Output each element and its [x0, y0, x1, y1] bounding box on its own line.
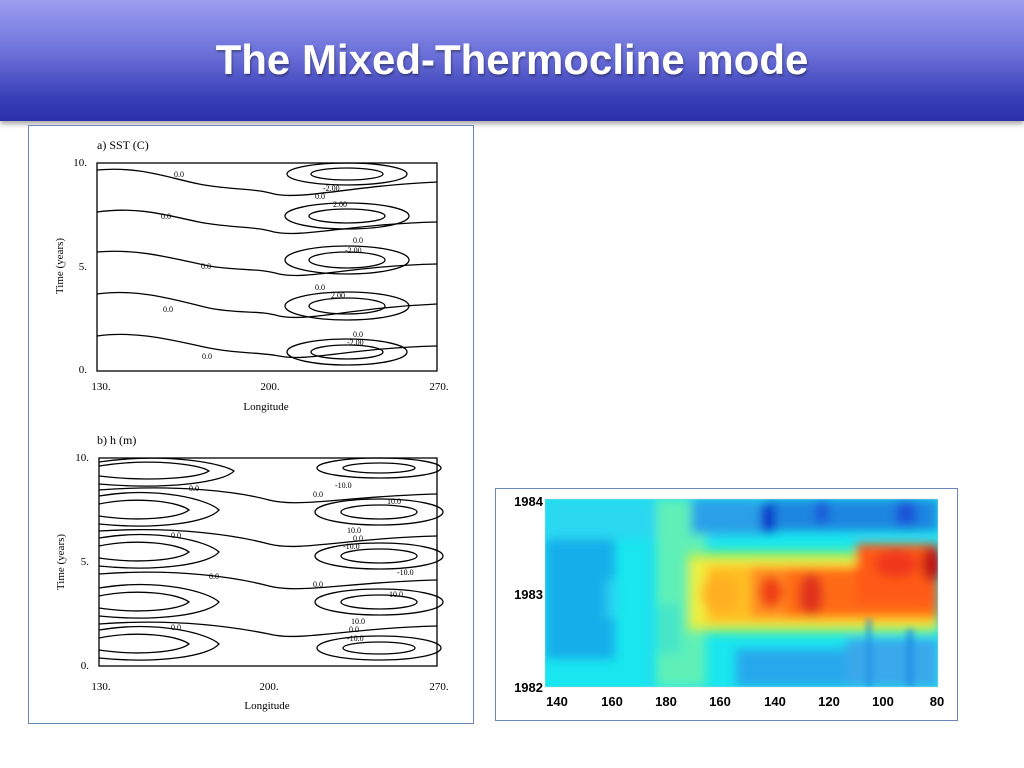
- contour-label: 2.00: [333, 200, 347, 209]
- plot-a-xtick-130: 130.: [91, 381, 111, 393]
- plot-b-ytick-0: 0.: [81, 660, 90, 672]
- contour-label: 0.0: [315, 283, 325, 292]
- contour-label: 0.0: [313, 490, 323, 499]
- slide-title: The Mixed-Thermocline mode: [215, 36, 809, 83]
- observed-xtick: 80: [930, 694, 944, 709]
- plot-b-xtick-130: 130.: [91, 681, 111, 693]
- contour-label: 0.0: [353, 330, 363, 339]
- plot-b-xlabel: Longitude: [244, 700, 289, 712]
- contour-label: 10.0: [347, 526, 361, 535]
- observed-xtick: 140: [764, 694, 786, 709]
- plot-b-xtick-270: 270.: [429, 681, 449, 693]
- contour-label: 0.0: [201, 262, 211, 271]
- contour-label: 10.0: [387, 497, 401, 506]
- observed-heatmap: [545, 499, 938, 687]
- contour-label: -2.00: [323, 184, 340, 193]
- observed-xtick: 140: [546, 694, 568, 709]
- contour-label: 0.0: [189, 484, 199, 493]
- plot-a-xtick-200: 200.: [260, 381, 280, 393]
- plot-a-ytick-5: 5.: [79, 261, 88, 273]
- contour-label: 10.0: [389, 590, 403, 599]
- observed-frame: [544, 498, 939, 688]
- plot-b-panel-label: b) h (m): [97, 433, 136, 447]
- contour-label: 0.0: [202, 352, 212, 361]
- observed-xtick: 120: [818, 694, 840, 709]
- plot-a-ytick-10: 10.: [73, 157, 87, 169]
- contour-label: 0.0: [209, 572, 219, 581]
- plot-b-ytick-10: 10.: [75, 452, 89, 464]
- plot-a-xtick-270: 270.: [429, 381, 449, 393]
- model-contour-figure: a) SST (C) 10. 5. 0. Time (years) 130. 2…: [54, 138, 449, 712]
- slide-header: The Mixed-Thermocline mode: [0, 0, 1024, 121]
- contour-label: 0.0: [161, 212, 171, 221]
- contour-label: 0.0: [349, 625, 359, 634]
- plot-a-xlabel: Longitude: [243, 401, 288, 413]
- contour-label: 0.0: [163, 305, 173, 314]
- observed-xtick: 100: [872, 694, 894, 709]
- contour-label: -10.0: [397, 568, 414, 577]
- plot-a-contours: [96, 162, 438, 366]
- observed-ytick-1983: 1983: [514, 587, 543, 602]
- plot-a-ytick-0: 0.: [79, 364, 88, 376]
- contour-label: -10.0: [343, 542, 360, 551]
- contour-label: 0.0: [313, 580, 323, 589]
- plot-a-ylabel: Time (years): [54, 238, 66, 294]
- contour-label: 0.0: [353, 236, 363, 245]
- observed-figure-panel: 1984 1983 1982 140 160 180 160 140 120 1…: [495, 488, 958, 721]
- contour-label: 0.0: [315, 192, 325, 201]
- contour-label: -10.0: [347, 634, 364, 643]
- contour-label: 2.00: [331, 291, 345, 300]
- observed-xtick: 160: [709, 694, 731, 709]
- plot-b-ytick-5: 5.: [81, 556, 90, 568]
- plot-b-contours: [98, 457, 444, 661]
- observed-xtick: 180: [655, 694, 677, 709]
- model-figure-panel: a) SST (C) 10. 5. 0. Time (years) 130. 2…: [28, 125, 474, 724]
- contour-label: 0.0: [171, 623, 181, 632]
- plot-b-contour-labels: 0.0 -10.0 0.0 10.0 0.0 10.0 0.0 -10.0 0.…: [171, 481, 414, 643]
- contour-label: 0.0: [171, 531, 181, 540]
- contour-label: -10.0: [335, 481, 352, 490]
- observed-heatmap-figure: 1984 1983 1982 140 160 180 160 140 120 1…: [514, 494, 944, 709]
- plot-a-contour-labels: 0.0 0.0 0.0 0.0 0.0 -2.00 0.0 2.00 0.0 -…: [161, 170, 364, 361]
- contour-label: 10.0: [351, 617, 365, 626]
- contour-label: 0.0: [174, 170, 184, 179]
- observed-xtick: 160: [601, 694, 623, 709]
- plot-b-ylabel: Time (years): [55, 534, 67, 590]
- plot-a-frame: [96, 162, 438, 372]
- contour-label: -2.00: [347, 338, 364, 347]
- contour-label: -2.00: [345, 246, 362, 255]
- contour-label: 0.0: [353, 534, 363, 543]
- plot-a-panel-label: a) SST (C): [97, 138, 149, 152]
- plot-b-xtick-200: 200.: [259, 681, 279, 693]
- observed-ytick-1982: 1982: [514, 680, 543, 695]
- observed-ytick-1984: 1984: [514, 494, 544, 509]
